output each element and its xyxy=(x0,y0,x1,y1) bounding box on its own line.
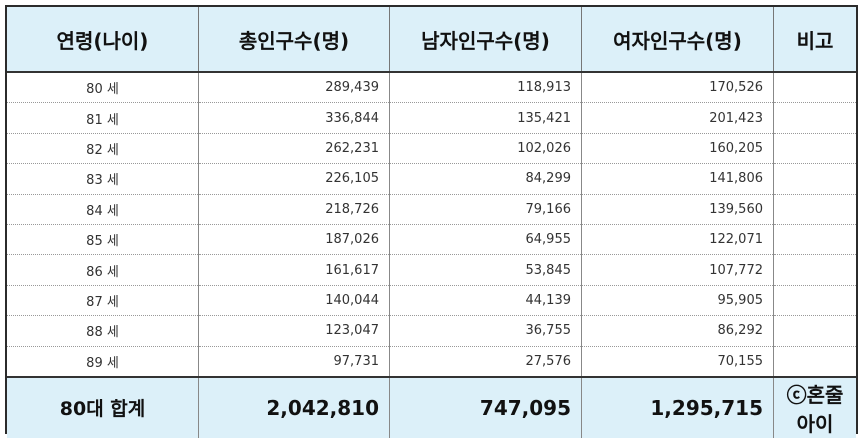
table-row: 85 세 187,026 64,955 122,071 xyxy=(7,223,856,255)
cell-age: 87 세 xyxy=(7,284,199,316)
total-age-label: 80대 합계 xyxy=(7,375,199,438)
cell-total: 262,231 xyxy=(198,132,390,164)
cell-male: 27,576 xyxy=(389,345,582,377)
cell-note xyxy=(773,102,856,134)
cell-total: 218,726 xyxy=(198,193,390,225)
cell-female: 86,292 xyxy=(581,315,774,347)
cell-male: 64,955 xyxy=(389,223,582,255)
cell-note xyxy=(773,254,856,286)
cell-age: 80 세 xyxy=(86,82,119,98)
total-male: 747,095 xyxy=(389,375,582,438)
cell-total: 97,731 xyxy=(198,345,390,377)
cell-note xyxy=(773,72,856,103)
table-row: 82 세 262,231 102,026 160,205 xyxy=(7,132,856,164)
population-table: 연령(나이) 총인구수(명) 남자인구수(명) 여자인구수(명) 비고 80 세… xyxy=(7,7,856,438)
cell-age: 84 세 xyxy=(7,193,199,225)
cell-note xyxy=(773,193,856,225)
cell-age: 85 세 xyxy=(7,223,199,255)
header-note: 비고 xyxy=(773,7,856,73)
cell-note xyxy=(773,163,856,195)
cell-female: 139,560 xyxy=(581,193,774,225)
header-row: 연령(나이) 총인구수(명) 남자인구수(명) 여자인구수(명) 비고 xyxy=(7,7,856,73)
cell-age: 82 세 xyxy=(7,132,199,164)
cell-male: 102,026 xyxy=(389,132,582,164)
cell-male: 36,755 xyxy=(389,315,582,347)
cell-female: 141,806 xyxy=(581,163,774,195)
cell-age: 88 세 xyxy=(7,315,199,347)
table-row: 80 세 289,439 118,913 170,526 xyxy=(7,72,856,103)
cell-male: 79,166 xyxy=(389,193,582,225)
cell-note xyxy=(773,132,856,164)
watermark: ⓒ혼줄아이 xyxy=(773,375,856,438)
table-row: 83 세 226,105 84,299 141,806 xyxy=(7,163,856,195)
table-row: 87 세 140,044 44,139 95,905 xyxy=(7,284,856,316)
header-male: 남자인구수(명) xyxy=(389,7,582,73)
header-female: 여자인구수(명) xyxy=(581,7,774,73)
cell-male: 135,421 xyxy=(389,102,582,134)
total-row: 80대 합계 2,042,810 747,095 1,295,715 ⓒ혼줄아이 xyxy=(7,375,856,438)
cell-age: 89 세 xyxy=(7,345,199,377)
cell-total: 123,047 xyxy=(198,315,390,347)
population-table-container: 연령(나이) 총인구수(명) 남자인구수(명) 여자인구수(명) 비고 80 세… xyxy=(5,5,858,438)
total-population: 2,042,810 xyxy=(198,375,390,438)
cell-total: 187,026 xyxy=(198,223,390,255)
cell-total: 289,439 xyxy=(198,72,390,103)
cell-total: 226,105 xyxy=(198,163,390,195)
table-row: 86 세 161,617 53,845 107,772 xyxy=(7,254,856,286)
cell-female: 122,071 xyxy=(581,223,774,255)
cell-female: 160,205 xyxy=(581,132,774,164)
cell-female: 170,526 xyxy=(581,72,774,103)
table-body: 80 세 289,439 118,913 170,526 81 세 336,844 135,… xyxy=(7,72,856,377)
cell-total: 140,044 xyxy=(198,284,390,316)
cell-age: 86 세 xyxy=(7,254,199,286)
cell-male: 118,913 xyxy=(389,72,582,103)
cell-note xyxy=(773,315,856,347)
table-row: 88 세 123,047 36,755 86,292 xyxy=(7,315,856,347)
cell-female: 70,155 xyxy=(581,345,774,377)
cell-female: 107,772 xyxy=(581,254,774,286)
cell-male: 44,139 xyxy=(389,284,582,316)
cell-male: 84,299 xyxy=(389,163,582,195)
cell-note xyxy=(773,284,856,316)
header-age: 연령(나이) xyxy=(7,7,199,73)
cell-note xyxy=(773,345,856,377)
cell-female: 95,905 xyxy=(581,284,774,316)
table-row: 84 세 218,726 79,166 139,560 xyxy=(7,193,856,225)
cell-age: 83 세 xyxy=(7,163,199,195)
cell-male: 53,845 xyxy=(389,254,582,286)
header-total: 총인구수(명) xyxy=(198,7,390,73)
cell-total: 336,844 xyxy=(198,102,390,134)
table-row: 89 세 97,731 27,576 70,155 xyxy=(7,345,856,377)
cell-female: 201,423 xyxy=(581,102,774,134)
total-female: 1,295,715 xyxy=(581,375,774,438)
table-row: 81 세 336,844 135,421 201,423 xyxy=(7,102,856,134)
cell-age: 81 세 xyxy=(7,102,199,134)
cell-note xyxy=(773,223,856,255)
cell-total: 161,617 xyxy=(198,254,390,286)
